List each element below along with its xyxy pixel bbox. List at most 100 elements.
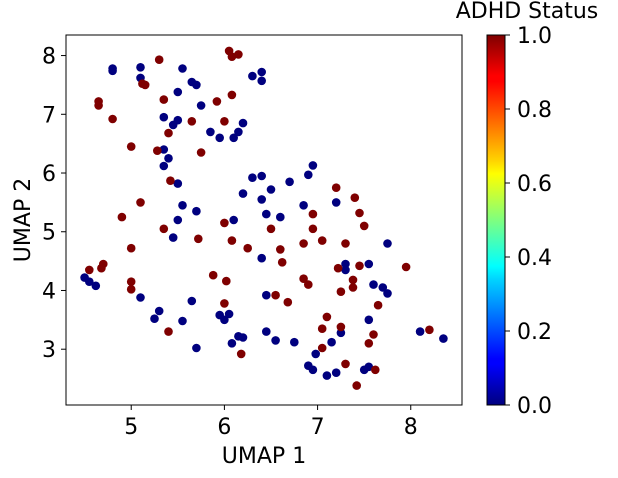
scatter-point bbox=[168, 233, 178, 242]
scatter-point bbox=[276, 212, 285, 222]
scatter-point bbox=[371, 365, 380, 375]
y-tick-label: 4 bbox=[42, 279, 56, 304]
scatter-point bbox=[117, 212, 127, 222]
scatter-point bbox=[262, 327, 271, 336]
scatter-point bbox=[154, 306, 164, 316]
scatter-point bbox=[331, 368, 341, 378]
x-axis-ticks: 5 6 7 8 bbox=[124, 405, 418, 440]
scatter-point bbox=[266, 224, 276, 234]
colorbar-ticks: 0.0 0.2 0.4 0.6 0.8 1.0 bbox=[505, 24, 552, 419]
scatter-point bbox=[178, 316, 187, 326]
scatter-point bbox=[331, 198, 341, 207]
scatter-point bbox=[229, 215, 238, 225]
scatter-point bbox=[91, 281, 101, 291]
x-tick-label: 7 bbox=[311, 415, 325, 440]
scatter-point bbox=[166, 176, 175, 185]
scatter-point bbox=[304, 170, 313, 180]
scatter-point bbox=[369, 330, 378, 339]
x-axis-title: UMAP 1 bbox=[222, 444, 306, 469]
x-tick-label: 8 bbox=[404, 415, 418, 440]
scatter-point bbox=[378, 283, 388, 292]
scatter-point bbox=[341, 359, 350, 369]
points-layer bbox=[80, 46, 448, 390]
y-tick-label: 3 bbox=[42, 338, 56, 363]
scatter-point bbox=[206, 127, 215, 137]
scatter-point bbox=[364, 315, 374, 325]
scatter-point bbox=[220, 117, 229, 126]
scatter-point bbox=[126, 285, 136, 294]
scatter-point bbox=[220, 315, 229, 325]
scatter-point bbox=[336, 322, 346, 332]
scatter-point bbox=[341, 259, 350, 269]
scatter-point bbox=[341, 239, 350, 248]
scatter-point bbox=[271, 336, 280, 345]
scatter-point bbox=[425, 325, 434, 335]
scatter-point bbox=[257, 76, 267, 86]
scatter-point bbox=[355, 208, 364, 218]
scatter-point bbox=[299, 201, 308, 210]
scatter-point bbox=[173, 87, 183, 97]
scatter-point bbox=[136, 293, 145, 302]
scatter-point bbox=[299, 274, 308, 284]
colorbar-title: ADHD Status bbox=[456, 0, 599, 24]
scatter-point bbox=[355, 261, 364, 271]
colorbar bbox=[486, 34, 506, 406]
scatter-point bbox=[285, 177, 294, 187]
scatter-point bbox=[227, 236, 237, 245]
scatter-point bbox=[348, 275, 358, 285]
scatter-point bbox=[350, 193, 360, 202]
scatter-point bbox=[238, 118, 248, 128]
scatter-point bbox=[262, 209, 271, 219]
scatter-point bbox=[196, 148, 206, 157]
scatter-point bbox=[369, 280, 378, 289]
scatter-point bbox=[308, 365, 318, 375]
scatter-point bbox=[136, 198, 145, 207]
scatter-point bbox=[364, 259, 374, 269]
scatter-point bbox=[304, 280, 313, 289]
scatter-point bbox=[283, 297, 293, 307]
colorbar-tick-label: 0.8 bbox=[517, 98, 552, 123]
y-axis-ticks: 3 4 5 6 7 8 bbox=[42, 45, 66, 363]
scatter-point bbox=[348, 283, 358, 292]
scatter-point bbox=[271, 290, 280, 300]
scatter-point bbox=[150, 314, 159, 324]
scatter-point bbox=[173, 115, 183, 125]
colorbar-tick-label: 1.0 bbox=[517, 24, 552, 49]
scatter-point bbox=[266, 185, 276, 194]
scatter-point bbox=[164, 154, 173, 163]
scatter-point bbox=[331, 183, 341, 192]
plot-area-frame bbox=[65, 34, 463, 406]
scatter-point bbox=[194, 234, 203, 244]
x-tick-label: 5 bbox=[124, 415, 138, 440]
scatter-point bbox=[308, 224, 318, 234]
scatter-point bbox=[317, 343, 327, 353]
y-tick-label: 5 bbox=[42, 221, 56, 246]
scatter-point bbox=[373, 300, 383, 310]
y-tick-label: 7 bbox=[42, 103, 56, 128]
scatter-point bbox=[222, 276, 231, 286]
scatter-point bbox=[136, 63, 145, 72]
scatter-point bbox=[333, 263, 343, 273]
scatter-point bbox=[220, 218, 229, 228]
scatter-point bbox=[159, 95, 169, 104]
scatter-point bbox=[238, 189, 248, 198]
scatter-point bbox=[336, 328, 346, 338]
scatter-point bbox=[178, 64, 187, 73]
scatter-point bbox=[262, 290, 271, 300]
scatter-point bbox=[317, 324, 327, 334]
y-tick-label: 6 bbox=[42, 162, 56, 187]
scatter-point bbox=[248, 71, 257, 81]
scatter-point bbox=[192, 80, 201, 90]
y-tick-label: 8 bbox=[42, 45, 56, 70]
scatter-point bbox=[178, 201, 187, 210]
scatter-point bbox=[234, 127, 243, 137]
colorbar-tick-label: 0.2 bbox=[517, 320, 552, 345]
colorbar-tick-label: 0.6 bbox=[517, 172, 552, 197]
scatter-point bbox=[173, 179, 183, 188]
scatter-point bbox=[196, 101, 206, 110]
scatter-point bbox=[85, 277, 94, 287]
scatter-point bbox=[108, 66, 117, 76]
scatter-point bbox=[126, 277, 136, 287]
scatter-point bbox=[308, 209, 318, 219]
scatter-point bbox=[227, 90, 237, 100]
